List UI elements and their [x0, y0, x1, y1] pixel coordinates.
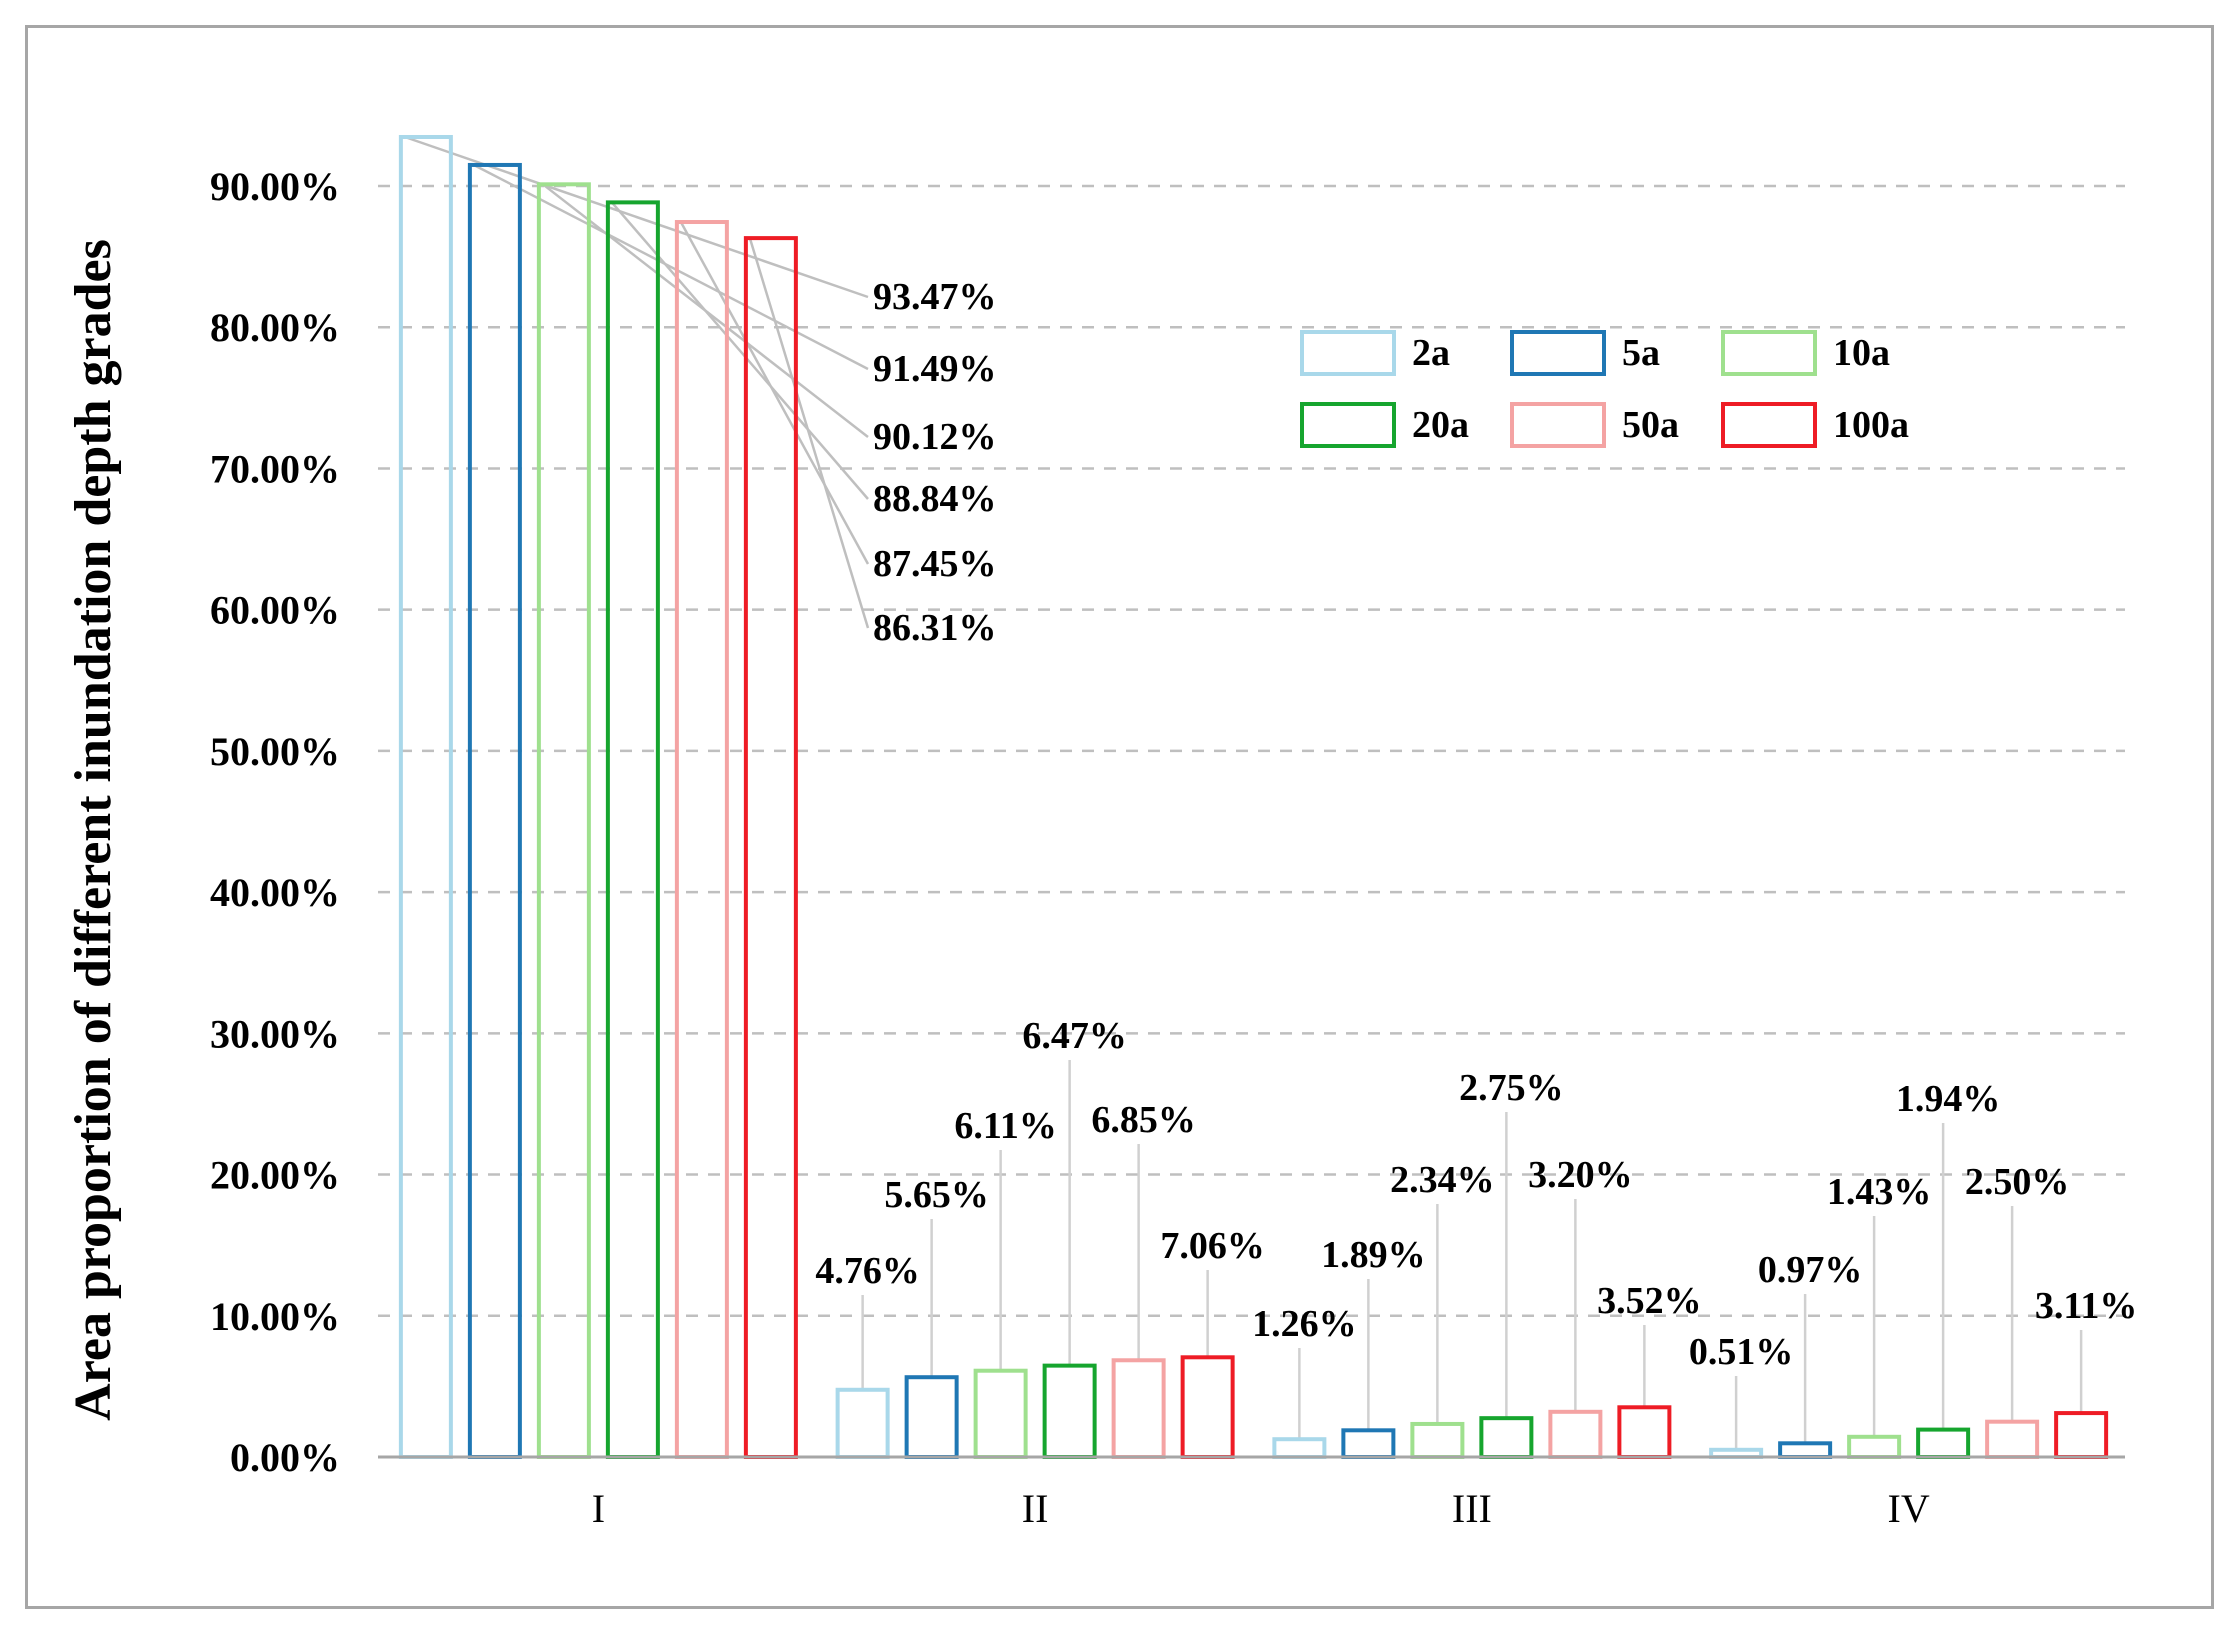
y-axis-title: Area proportion of different inundation … — [65, 239, 122, 1421]
data-label: 7.06% — [1160, 1225, 1265, 1267]
data-label: 91.49% — [873, 348, 997, 390]
y-tick-label: 0.00% — [230, 1435, 340, 1480]
data-label: 1.43% — [1827, 1171, 1932, 1213]
bar-2a-III — [1272, 1437, 1327, 1460]
data-label: 88.84% — [873, 478, 997, 520]
bar-10a-IV — [1847, 1434, 1902, 1459]
data-label: 5.65% — [884, 1174, 989, 1216]
y-tick-label: 90.00% — [210, 164, 340, 209]
data-label: 3.52% — [1597, 1280, 1702, 1322]
bar-2a-II — [835, 1387, 890, 1459]
leader-line — [473, 163, 869, 371]
data-label: 93.47% — [873, 276, 997, 318]
data-label: 86.31% — [873, 607, 997, 649]
bar-10a-II — [973, 1368, 1028, 1460]
data-label: 87.45% — [873, 543, 997, 585]
data-label: 0.51% — [1689, 1331, 1794, 1373]
y-tick-label: 10.00% — [210, 1294, 340, 1339]
y-tick-label: 20.00% — [210, 1153, 340, 1198]
chart-frame — [25, 25, 2214, 1609]
bar-20a-IV — [1916, 1427, 1971, 1460]
bar-50a-I — [674, 220, 729, 1459]
bar-20a-I — [605, 200, 660, 1459]
legend-swatch-10a — [1721, 330, 1817, 376]
bar-50a-IV — [1985, 1419, 2040, 1460]
data-label: 6.11% — [954, 1105, 1056, 1147]
axis-layer: 0.00% 10.00% 20.00% 30.00% 40.00% 50.00% 60.00… — [210, 164, 2125, 1531]
y-tick-label: 60.00% — [210, 588, 340, 633]
bar-2a-I — [398, 134, 453, 1460]
data-label: 3.20% — [1528, 1154, 1633, 1196]
bar-20a-II — [1042, 1363, 1097, 1460]
legend-swatch-100a — [1721, 402, 1817, 448]
bar-50a-III — [1548, 1409, 1603, 1459]
leader-line — [610, 201, 869, 500]
data-label: 90.12% — [873, 416, 997, 458]
x-category-label: I — [592, 1486, 605, 1531]
bar-50a-II — [1111, 1358, 1166, 1460]
leader-line — [748, 237, 870, 629]
bar-100a-IV — [2054, 1411, 2109, 1459]
data-label: 2.50% — [1965, 1161, 2070, 1203]
data-label: 0.97% — [1758, 1249, 1863, 1291]
leader-layer — [404, 135, 2083, 1450]
legend-swatch-2a — [1300, 330, 1396, 376]
legend-label-20a: 20a — [1412, 404, 1469, 446]
legend-label-5a: 5a — [1622, 332, 1660, 374]
legend-swatch-5a — [1510, 330, 1606, 376]
y-tick-label: 70.00% — [210, 446, 340, 491]
grid-layer — [378, 184, 2125, 1318]
bar-10a-III — [1410, 1421, 1465, 1459]
legend-label-2a: 2a — [1412, 332, 1450, 374]
leader-line — [679, 221, 870, 565]
leader-line — [404, 135, 869, 299]
data-label: 6.85% — [1091, 1099, 1196, 1141]
data-label: 6.47% — [1022, 1015, 1127, 1057]
bar-5a-I — [467, 162, 522, 1459]
data-label: 2.75% — [1459, 1067, 1564, 1109]
legend-layer: 2a 5a 10a 20a 50a 100a — [1300, 330, 1909, 448]
bar-100a-II — [1180, 1355, 1235, 1460]
data-label: 4.76% — [815, 1250, 920, 1292]
x-category-label: IV — [1888, 1486, 1930, 1531]
legend-swatch-20a — [1300, 402, 1396, 448]
bar-5a-II — [904, 1375, 959, 1460]
label-layer: 93.47% 4.76% 1.26% 0.51% 91.49% 5.65% 1.89% 0.9… — [815, 276, 2137, 1373]
data-label: 2.34% — [1390, 1159, 1495, 1201]
y-tick-label: 50.00% — [210, 729, 340, 774]
data-label: 1.94% — [1896, 1078, 2001, 1120]
legend-label-10a: 10a — [1833, 332, 1890, 374]
data-label: 1.89% — [1321, 1234, 1426, 1276]
bar-20a-III — [1479, 1416, 1534, 1460]
legend-label-50a: 50a — [1622, 404, 1679, 446]
legend-label-100a: 100a — [1833, 404, 1909, 446]
y-tick-label: 80.00% — [210, 305, 340, 350]
y-tick-label: 30.00% — [210, 1011, 340, 1056]
x-category-label: III — [1452, 1486, 1492, 1531]
bar-5a-III — [1341, 1428, 1396, 1459]
data-label: 1.26% — [1252, 1303, 1357, 1345]
data-label: 3.11% — [2035, 1285, 2137, 1327]
legend-swatch-50a — [1510, 402, 1606, 448]
bar-10a-I — [536, 182, 591, 1460]
bar-100a-III — [1617, 1405, 1672, 1460]
y-tick-label: 40.00% — [210, 870, 340, 915]
bar-5a-IV — [1778, 1441, 1833, 1459]
x-category-label: II — [1022, 1486, 1049, 1531]
